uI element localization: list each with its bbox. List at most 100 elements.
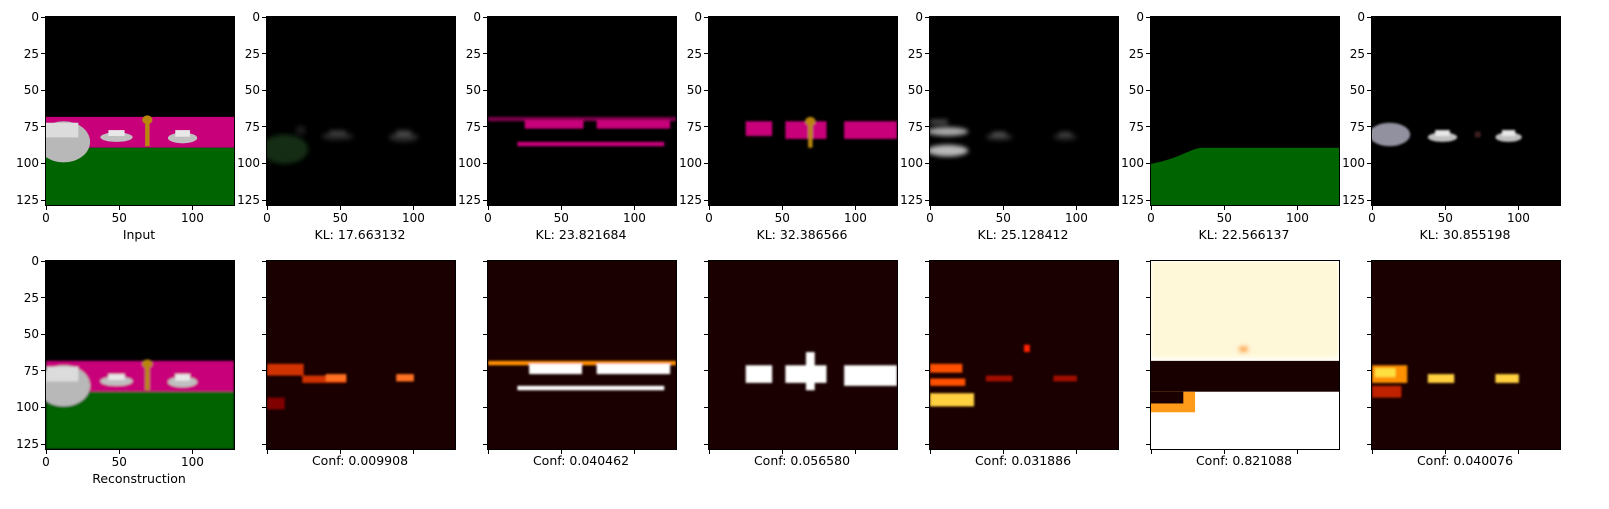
panel-r2-c5-ytick [925,407,929,408]
panel-r1-c6-ytick [1146,200,1150,201]
heat-blob-3 [986,376,1012,382]
panel-r2-c1-ytick [41,297,45,298]
panel-r2-c4-image [709,261,897,449]
panel-r1-c1-ytick-label: 100 [11,157,39,169]
heat-background [488,261,676,449]
panel-r2-c1-xtick [46,450,47,454]
heat-background [267,261,455,449]
panel-r1-c5-caption: KL: 25.128412 [928,228,1118,242]
panel-r1-c3-ytick-label: 75 [453,121,481,133]
panel-r2-c5-caption: Conf: 0.031886 [928,454,1118,468]
car-right-roof [396,130,411,136]
panel-r1-c7-xtick [1372,206,1373,210]
panel-r1-c6-ytick-label: 75 [1116,121,1144,133]
panel-r2-c1-xtick [119,450,120,454]
panel-r2-c7-ytick [1367,407,1371,408]
heat-band [1151,361,1339,392]
panel-r1-c3 [487,16,677,206]
panel-r1-c7-ytick-label: 75 [1337,121,1365,133]
panel-r2-c1-ytick-label: 100 [11,401,39,413]
panel-r2-c4-ytick [704,261,708,262]
panel-r1-c3-xtick-label: 100 [622,212,646,224]
panel-r2-c2-caption: Conf: 0.009908 [265,454,455,468]
panel-r1-c6-ytick-label: 125 [1116,194,1144,206]
panel-r1-c7-ytick-label: 125 [1337,194,1365,206]
panel-r1-c5-xtick [1076,206,1077,210]
panel-r2-c4-caption: Conf: 0.056580 [707,454,897,468]
panel-r1-c5-ytick-label: 25 [895,48,923,60]
panel-r1-c1-ytick [41,90,45,91]
panel-r2-c7-ytick [1367,444,1371,445]
panel-r1-c1-ytick-label: 25 [11,48,39,60]
wall-bottom [517,142,664,146]
panel-r1-c4-xtick [855,206,856,210]
car-middle-roof [1435,130,1450,136]
panel-r2-c5-ytick [925,261,929,262]
panel-r2-c5-ytick [925,444,929,445]
panel-r1-c2-xtick-label: 0 [255,212,279,224]
panel-r2-c5-ytick [925,370,929,371]
car-middle-roof [992,132,1005,136]
panel-r2-c7-image [1372,261,1560,449]
panel-r1-c1-xtick-label: 50 [107,212,131,224]
panel-r1-c4-xtick-label: 100 [843,212,867,224]
panel-r2-c2-ytick [262,444,266,445]
panel-r1-c7-xtick [1445,206,1446,210]
panel-r1-c4-xtick-label: 0 [697,212,721,224]
panel-r2-c1-ytick [41,261,45,262]
panel-r1-c3-caption: KL: 23.821684 [486,228,676,242]
panel-r1-c5-xtick-label: 50 [991,212,1015,224]
panel-r1-c5-xtick [930,206,931,210]
panel-r1-c2-ytick [262,53,266,54]
panel-r2-c6-ytick [1146,297,1150,298]
panel-r1-c6-ytick [1146,163,1150,164]
panel-r2-c1-xtick-label: 0 [34,456,58,468]
panel-r1-c7-xtick-label: 100 [1506,212,1530,224]
panel-r1-c1-ytick-label: 75 [11,121,39,133]
panel-r1-c1-caption: Input [44,228,234,242]
panel-r1-c6-xtick-label: 0 [1139,212,1163,224]
panel-r1-c1-xtick-label: 0 [34,212,58,224]
panel-r1-c6-ytick-label: 0 [1116,11,1144,23]
panel-r1-c5-xtick-label: 0 [918,212,942,224]
panel-r1-c6-xtick [1297,206,1298,210]
background [930,17,1118,205]
panel-r2-c4-ytick [704,297,708,298]
panel-r1-c3-ytick-label: 100 [453,157,481,169]
panel-r1-c6-ytick [1146,17,1150,18]
panel-r2-c6-ytick [1146,261,1150,262]
panel-r1-c5-image [930,17,1118,205]
panel-r1-c5-ytick [925,163,929,164]
panel-r1-c5-xtick-label: 100 [1064,212,1088,224]
panel-r2-c6-ytick [1146,444,1150,445]
panel-r1-c7-ytick [1367,53,1371,54]
car-middle-roof [108,130,124,136]
panel-r1-c6-xtick-label: 100 [1285,212,1309,224]
panel-r2-c1-ytick [41,370,45,371]
panel-r1-c4-xtick-label: 50 [770,212,794,224]
car-right-roof [1502,130,1515,136]
heat-blob-3 [1495,374,1519,383]
panel-r1-c2-ytick [262,17,266,18]
panel-r2-c1 [45,260,235,450]
panel-r2-c1-ytick-label: 50 [11,328,39,340]
panel-r1-c4-xtick [782,206,783,210]
panel-r1-c1-xtick [119,206,120,210]
heat-background [930,261,1118,449]
panel-r1-c2-image [267,17,455,205]
panel-r1-c2-xtick [267,206,268,210]
heat-blob-2 [326,374,347,381]
panel-r1-c5-ytick-label: 125 [895,194,923,206]
panel-r2-c4 [708,260,898,450]
panel-r1-c4-ytick [704,163,708,164]
panel-r1-c1 [45,16,235,206]
panel-r1-c7-caption: KL: 30.855198 [1370,228,1560,242]
panel-r1-c2-caption: KL: 17.663132 [265,228,455,242]
hydrant-top [805,117,815,126]
panel-r2-c6 [1150,260,1340,450]
panel-r2-c7 [1371,260,1561,450]
panel-r1-c1-image [46,17,234,205]
heat-left-dark [1151,392,1183,404]
heat-blob-0 [746,365,772,383]
heat-blob-2 [930,393,974,406]
